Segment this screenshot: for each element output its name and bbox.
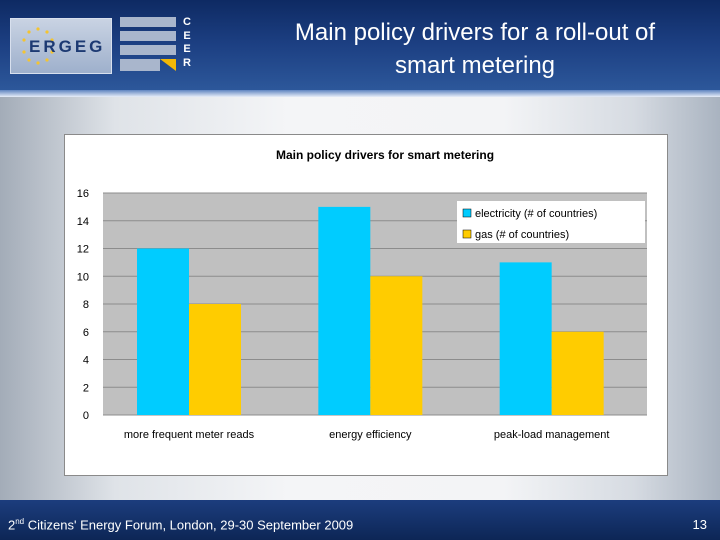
y-tick-label: 16 (77, 188, 89, 200)
footer-text: 2nd Citizens' Energy Forum, London, 29-3… (8, 517, 353, 532)
x-category-label: peak-load management (494, 429, 610, 441)
slide-header: ERGEG C E E R Main policy drivers for a … (0, 0, 720, 97)
footer-ordinal-suffix: nd (15, 517, 25, 526)
chart-title: Main policy drivers for smart metering (276, 148, 494, 162)
bar-electricity (137, 248, 189, 415)
legend-label: electricity (# of countries) (475, 208, 597, 220)
bar-electricity (318, 206, 371, 415)
slide-footer: 2nd Citizens' Energy Forum, London, 29-3… (0, 500, 720, 540)
ceer-logo: C E E R (120, 16, 196, 74)
footer-event: Citizens' Energy Forum, London, 29-30 Se… (24, 517, 354, 533)
ceer-bars-icon (120, 17, 176, 71)
legend-swatch-electricity (462, 208, 472, 218)
y-tick-label: 10 (77, 271, 89, 283)
ergeg-logo-text: ERGEG (29, 37, 106, 56)
slide-title-line-1: Main policy drivers for a roll-out of (294, 19, 656, 46)
bar-gas (370, 276, 423, 415)
footer-ordinal: 2 (8, 517, 16, 533)
ergeg-logo: ERGEG (10, 18, 112, 74)
ceer-letter: E (183, 29, 191, 42)
legend-box (457, 201, 645, 243)
bar-electricity (499, 262, 552, 415)
slide-title-line-2: smart metering (394, 52, 556, 79)
y-tick-label: 6 (83, 327, 89, 339)
page-number: 13 (692, 517, 707, 532)
ceer-logo-letters: C E E R (180, 16, 194, 70)
bar-chart: Main policy drivers for smart metering 0 2… (77, 148, 647, 441)
y-tick-label: 12 (77, 244, 89, 256)
ceer-letter: E (183, 43, 191, 55)
x-category-label: energy efficiency (329, 429, 412, 441)
bar-gas (551, 331, 604, 415)
header-shine (0, 90, 720, 97)
ceer-letter: C (183, 16, 191, 28)
legend-swatch-gas (462, 229, 472, 239)
y-tick-label: 2 (83, 382, 89, 394)
bar-gas (189, 304, 241, 415)
y-tick-label: 14 (77, 216, 89, 228)
chart-frame: Main policy drivers for smart metering 0 2… (64, 134, 668, 476)
y-tick-label: 0 (83, 410, 89, 422)
legend-label: gas (# of countries) (475, 229, 569, 241)
ceer-letter: R (183, 56, 191, 69)
y-tick-label: 4 (83, 355, 89, 367)
slide-title: Main policy drivers for a roll-out of sm… (230, 16, 720, 82)
x-category-label: more frequent meter reads (124, 429, 255, 441)
y-tick-label: 8 (83, 299, 89, 311)
eu-stars-icon (22, 27, 54, 65)
